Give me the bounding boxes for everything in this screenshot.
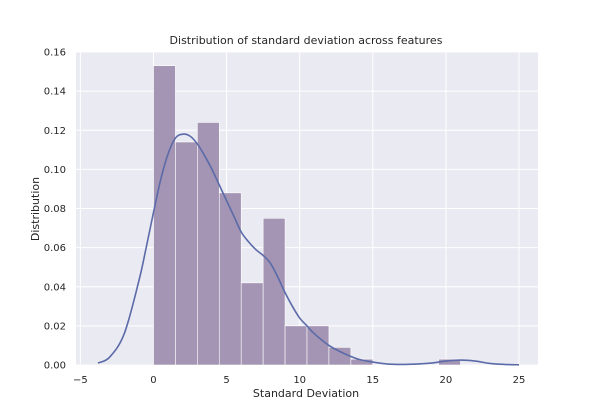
histogram-bar bbox=[218, 192, 242, 366]
x-tick-label: 10 bbox=[293, 375, 306, 386]
x-tick-label: −5 bbox=[73, 375, 88, 386]
histogram-bar bbox=[175, 141, 198, 366]
histogram-bars bbox=[153, 65, 461, 366]
x-axis-label: Standard Deviation bbox=[253, 387, 359, 400]
y-tick-label: 0.06 bbox=[44, 243, 66, 254]
histogram-bar bbox=[240, 282, 264, 366]
histogram-bar bbox=[328, 347, 352, 366]
chart-title: Distribution of standard deviation acros… bbox=[170, 34, 443, 47]
y-tick-label: 0.00 bbox=[44, 361, 66, 372]
grid bbox=[76, 51, 538, 366]
y-tick-label: 0.14 bbox=[44, 87, 66, 98]
y-tick-label: 0.16 bbox=[44, 48, 66, 59]
x-axis-ticks: −5 0 5 10 15 20 25 bbox=[73, 375, 525, 386]
histogram-bar bbox=[284, 325, 308, 366]
histogram-bar bbox=[262, 217, 286, 366]
y-tick-label: 0.10 bbox=[44, 165, 66, 176]
y-tick-label: 0.02 bbox=[44, 321, 66, 332]
kde-curve bbox=[97, 133, 520, 366]
y-axis-label: Distribution bbox=[29, 177, 42, 241]
y-tick-label: 0.04 bbox=[44, 282, 66, 293]
x-tick-label: 15 bbox=[366, 375, 379, 386]
y-tick-label: 0.08 bbox=[44, 204, 66, 215]
histogram-bar bbox=[306, 325, 330, 366]
x-tick-label: 20 bbox=[440, 375, 453, 386]
y-tick-label: 0.12 bbox=[44, 126, 66, 137]
x-tick-label: 25 bbox=[513, 375, 526, 386]
x-tick-label: 0 bbox=[150, 375, 156, 386]
histogram-bar bbox=[153, 65, 176, 366]
x-tick-label: 5 bbox=[223, 375, 229, 386]
y-axis-ticks: 0.00 0.02 0.04 0.06 0.08 0.10 0.12 0.14 0.16 bbox=[44, 48, 66, 372]
histogram-bar bbox=[197, 122, 220, 366]
kde-line bbox=[97, 133, 520, 366]
